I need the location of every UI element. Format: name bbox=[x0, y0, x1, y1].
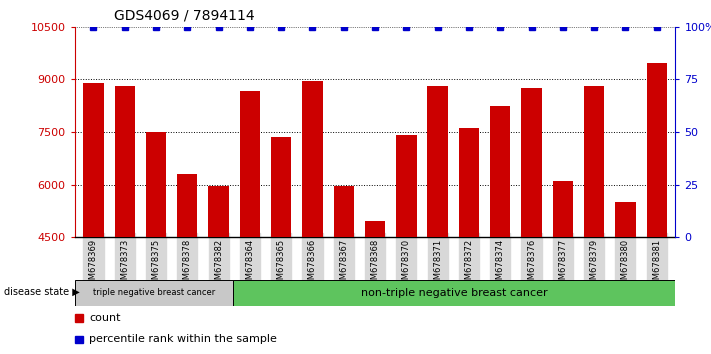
Bar bbox=[459, 129, 479, 354]
Text: non-triple negative breast cancer: non-triple negative breast cancer bbox=[360, 288, 547, 298]
Text: disease state ▶: disease state ▶ bbox=[4, 287, 80, 297]
Bar bbox=[240, 91, 260, 354]
Bar bbox=[365, 221, 385, 354]
Bar bbox=[333, 186, 354, 354]
Bar bbox=[177, 174, 198, 354]
Bar bbox=[83, 83, 104, 354]
Bar bbox=[427, 86, 448, 354]
Bar bbox=[302, 81, 323, 354]
Bar bbox=[646, 63, 667, 354]
Bar bbox=[114, 86, 135, 354]
FancyBboxPatch shape bbox=[232, 280, 675, 306]
Bar bbox=[75, 314, 83, 322]
Text: triple negative breast cancer: triple negative breast cancer bbox=[92, 289, 215, 297]
Bar bbox=[490, 105, 510, 354]
Bar bbox=[208, 186, 229, 354]
Text: count: count bbox=[89, 313, 120, 323]
Bar bbox=[396, 135, 417, 354]
Bar bbox=[615, 202, 636, 354]
Text: percentile rank within the sample: percentile rank within the sample bbox=[89, 335, 277, 344]
Bar bbox=[521, 88, 542, 354]
Bar bbox=[584, 86, 604, 354]
Bar bbox=[271, 137, 292, 354]
Bar bbox=[75, 336, 83, 343]
Text: GDS4069 / 7894114: GDS4069 / 7894114 bbox=[114, 9, 255, 23]
Bar bbox=[146, 132, 166, 354]
FancyBboxPatch shape bbox=[75, 280, 232, 306]
Bar bbox=[552, 181, 573, 354]
